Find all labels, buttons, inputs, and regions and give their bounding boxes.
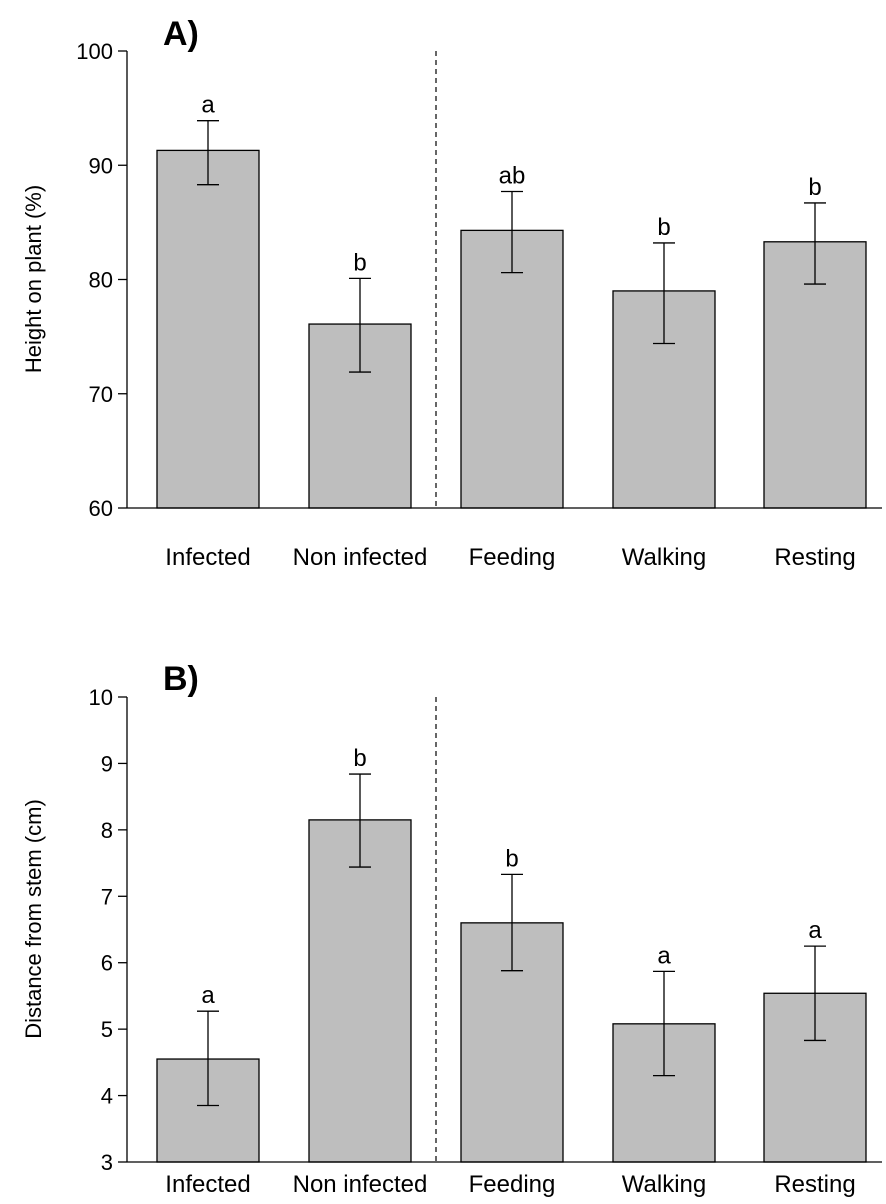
panel-a-y-tick-label: 80 xyxy=(89,268,113,293)
panel-b-y-tick-label: 4 xyxy=(101,1084,113,1109)
panel-a-significance-letter: ab xyxy=(499,163,526,190)
panel-a-y-tick-label: 100 xyxy=(76,39,113,64)
panel-b-x-tick-label: Non infected xyxy=(293,1171,428,1198)
panel-a-y-tick-label: 90 xyxy=(89,153,113,178)
panel-b-y-tick-label: 7 xyxy=(101,884,113,909)
panel-a-significance-letter: b xyxy=(808,174,821,201)
panel-b-label: B) xyxy=(163,660,199,698)
panel-b-significance-letter: b xyxy=(353,745,366,772)
panel-b-x-tick-label: Walking xyxy=(622,1171,706,1198)
panel-a: A) Height on plant (%) ababbb60708090100… xyxy=(21,15,882,571)
panel-b-x-tick-label: Infected xyxy=(165,1171,250,1198)
panel-b-bar xyxy=(308,819,412,1163)
panel-a-x-tick-label: Non infected xyxy=(293,544,428,571)
panel-a-significance-letter: b xyxy=(353,249,366,276)
panel-b-y-tick-label: 6 xyxy=(101,951,113,976)
panel-b-significance-letter: a xyxy=(201,982,215,1009)
panel-b-significance-letter: b xyxy=(505,845,518,872)
panel-a-label: A) xyxy=(163,15,199,53)
panel-b-x-tick-label: Resting xyxy=(774,1171,855,1198)
panel-a-bar xyxy=(156,149,260,509)
panel-a-significance-letter: a xyxy=(201,92,215,119)
panel-b: B) Distance from stem (cm) a b b a a 3 4 5 6 7 8 9 1… xyxy=(21,660,882,1198)
panel-b-significance-letter: a xyxy=(808,917,822,944)
panel-a-bar xyxy=(460,229,564,509)
panel-a-x-tick-label: Infected xyxy=(165,544,250,571)
panel-b-significance-letter: a xyxy=(657,942,671,969)
panel-b-x-tick-label: Feeding xyxy=(469,1171,556,1198)
panel-b-y-tick-label: 3 xyxy=(101,1150,113,1175)
panel-b-y-axis-title: Distance from stem (cm) xyxy=(21,799,46,1039)
panel-a-y-tick-label: 70 xyxy=(89,382,113,407)
panel-b-y-tick-label: 10 xyxy=(89,685,113,710)
panel-a-bar xyxy=(763,241,867,509)
panel-a-x-tick-label: Feeding xyxy=(469,544,556,571)
panel-b-y-tick-label: 5 xyxy=(101,1017,113,1042)
panel-a-significance-letter: b xyxy=(657,214,670,241)
panel-a-y-axis-title: Height on plant (%) xyxy=(21,185,46,373)
panel-a-x-tick-label: Walking xyxy=(622,544,706,571)
panel-a-x-tick-label: Resting xyxy=(774,544,855,571)
panel-a-y-tick-label: 60 xyxy=(89,496,113,521)
panel-b-y-tick-label: 9 xyxy=(101,751,113,776)
panel-b-y-tick-label: 8 xyxy=(101,818,113,843)
